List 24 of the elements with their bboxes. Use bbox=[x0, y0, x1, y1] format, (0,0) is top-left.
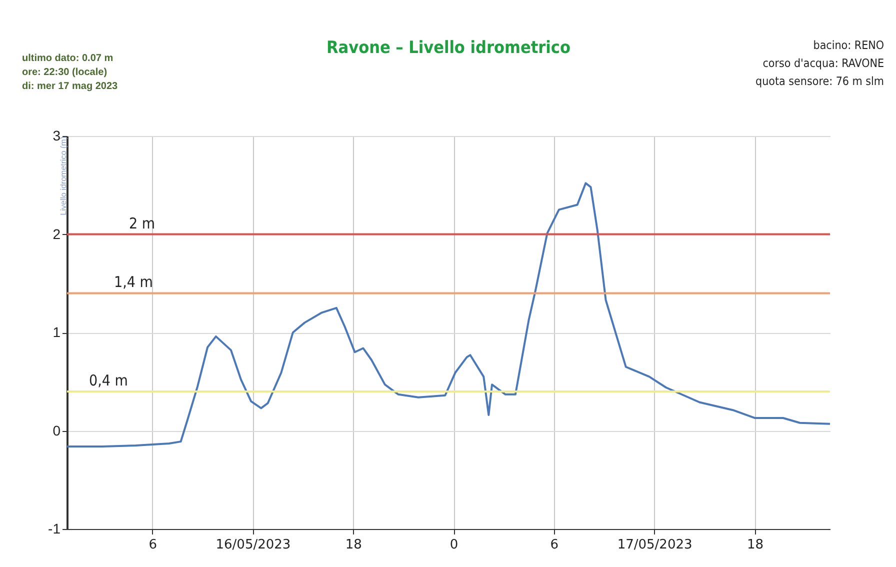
text: corso d'acqua: RAVONE bbox=[762, 55, 884, 72]
x-tick-label: 18 bbox=[746, 538, 764, 552]
x-tick-label: 6 bbox=[148, 538, 157, 552]
y-axis-title: Livello idrometrico (m) bbox=[59, 136, 68, 216]
text: quota sensore: 76 m slm bbox=[756, 73, 884, 90]
y-tick-label: 2 bbox=[52, 226, 61, 242]
y-tick-label: 0 bbox=[52, 422, 61, 438]
x-tick-label: 16/05/2023 bbox=[216, 538, 291, 552]
text: ultimo dato: 0.07 m bbox=[22, 52, 114, 66]
x-tick-label: 6 bbox=[550, 538, 559, 552]
x-tick-label: 17/05/2023 bbox=[617, 538, 692, 552]
line-series bbox=[66, 182, 831, 448]
chart-title: Ravone – Livello idrometrico bbox=[326, 38, 570, 58]
y-tick-label: -1 bbox=[48, 520, 61, 536]
ref-line-label: 0,4 m bbox=[89, 371, 128, 390]
y-tick-label: 1 bbox=[52, 324, 61, 340]
text: ore: 22:30 (locale) bbox=[22, 66, 108, 80]
text: di: mer 17 mag 2023 bbox=[22, 80, 118, 94]
text: bacino: RENO bbox=[812, 37, 884, 54]
y-tick-label: 3 bbox=[52, 128, 61, 144]
ref-line-label: 1,4 m bbox=[114, 273, 153, 292]
x-tick-label: 0 bbox=[450, 538, 458, 552]
x-tick-label: 18 bbox=[345, 538, 362, 552]
ref-line-label: 2 m bbox=[129, 214, 156, 232]
